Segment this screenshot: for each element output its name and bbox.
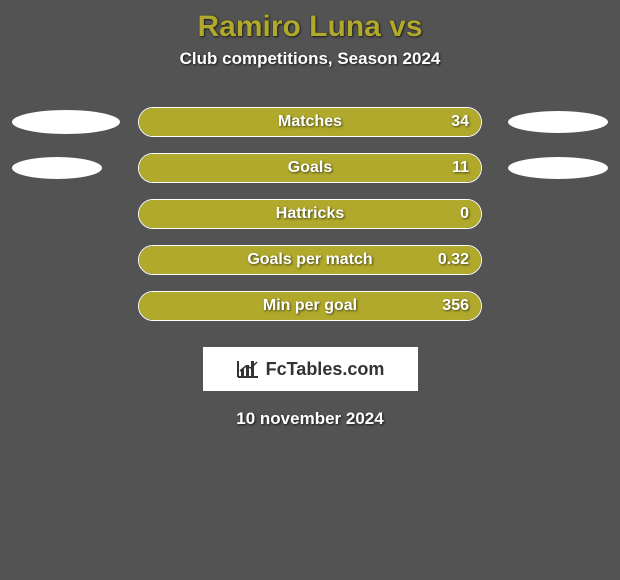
- bar-label: Matches: [278, 113, 342, 131]
- stat-bar: Hattricks 0: [138, 199, 482, 229]
- bar-label: Hattricks: [276, 205, 344, 223]
- right-disc-slot: [500, 157, 610, 179]
- stat-bar: Goals per match 0.32: [138, 245, 482, 275]
- left-disc-slot: [10, 110, 120, 134]
- bar-label: Min per goal: [263, 297, 357, 315]
- bar-value: 11: [452, 159, 469, 177]
- bar-slot: Min per goal 356: [120, 291, 500, 321]
- stat-row: Goals per match 0.32: [10, 237, 610, 283]
- chart-icon: [236, 359, 260, 379]
- right-disc: [508, 157, 608, 179]
- bar-slot: Hattricks 0: [120, 199, 500, 229]
- bar-slot: Matches 34: [120, 107, 500, 137]
- subtitle: Club competitions, Season 2024: [10, 49, 610, 69]
- stat-row: Matches 34: [10, 99, 610, 145]
- bar-slot: Goals 11: [120, 153, 500, 183]
- bar-value: 0.32: [438, 251, 469, 269]
- stat-bar: Goals 11: [138, 153, 482, 183]
- left-disc-slot: [10, 157, 120, 179]
- fctables-logo: FcTables.com: [203, 347, 418, 391]
- logo-text: FcTables.com: [266, 359, 385, 380]
- bar-slot: Goals per match 0.32: [120, 245, 500, 275]
- stat-row: Hattricks 0: [10, 191, 610, 237]
- stat-bar: Matches 34: [138, 107, 482, 137]
- stat-row: Min per goal 356: [10, 283, 610, 329]
- bar-label: Goals: [288, 159, 332, 177]
- bar-label: Goals per match: [247, 251, 372, 269]
- bar-value: 0: [460, 205, 469, 223]
- left-disc: [12, 110, 120, 134]
- left-disc: [12, 157, 102, 179]
- date-text: 10 november 2024: [10, 409, 610, 429]
- chart-area: Matches 34 Goals 11 Hattricks 0 Goals per matc…: [10, 99, 610, 329]
- infographic-container: Ramiro Luna vs Club competitions, Season…: [10, 8, 610, 572]
- stat-row: Goals 11: [10, 145, 610, 191]
- stat-bar: Min per goal 356: [138, 291, 482, 321]
- bar-value: 34: [451, 113, 469, 131]
- right-disc-slot: [500, 111, 610, 133]
- right-disc: [508, 111, 608, 133]
- bar-value: 356: [442, 297, 469, 315]
- page-title: Ramiro Luna vs: [10, 8, 610, 43]
